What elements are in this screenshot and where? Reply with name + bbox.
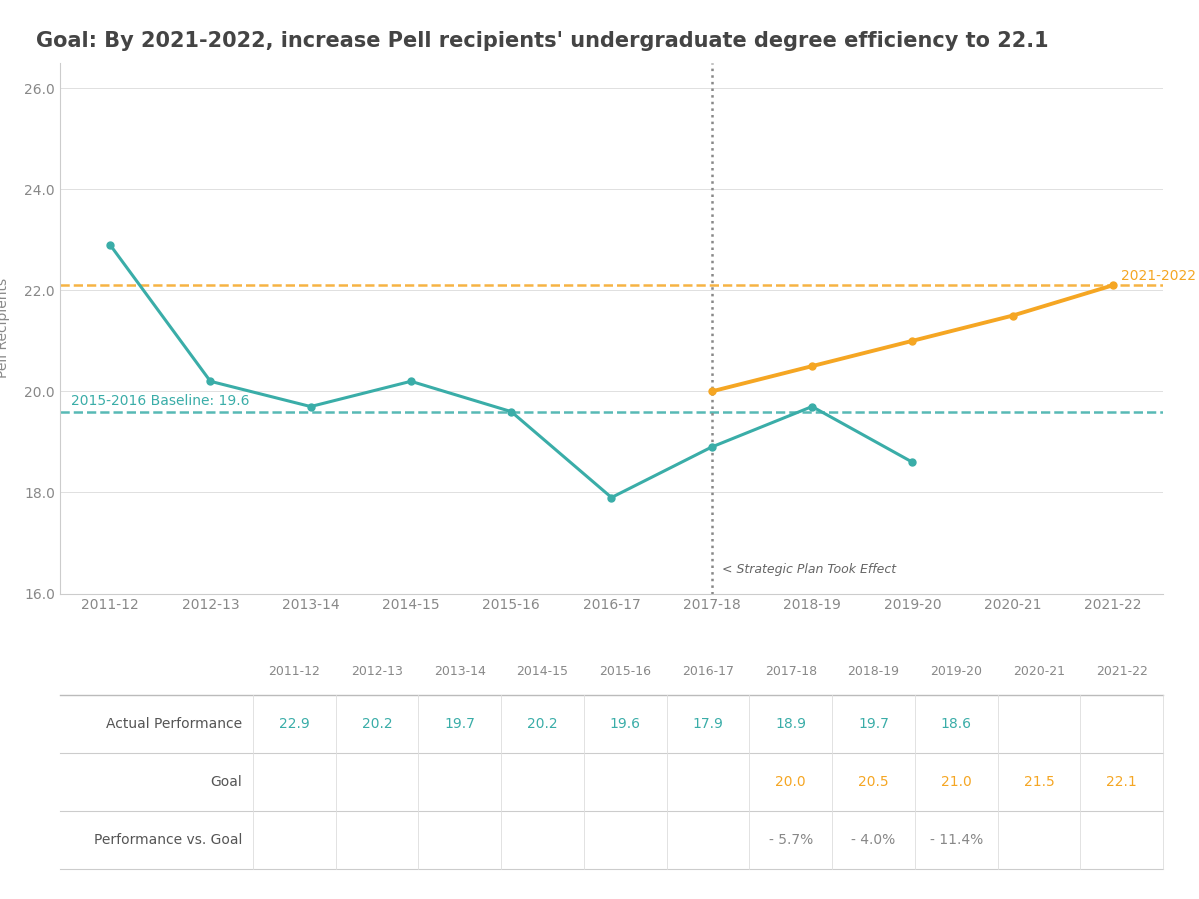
Text: 2017-18: 2017-18 — [765, 664, 817, 678]
Text: 18.9: 18.9 — [776, 717, 806, 731]
Text: < Strategic Plan Took Effect: < Strategic Plan Took Effect — [722, 563, 896, 576]
Text: Goal: By 2021-2022, increase Pell recipients' undergraduate degree efficiency to: Goal: By 2021-2022, increase Pell recipi… — [36, 31, 1049, 51]
Text: 2020-21: 2020-21 — [1013, 664, 1065, 678]
Text: 20.2: 20.2 — [362, 717, 392, 731]
Text: 22.1: 22.1 — [1107, 775, 1137, 789]
Text: 2021-2022 Goal: 22.1: 2021-2022 Goal: 22.1 — [1121, 269, 1199, 283]
Text: 19.7: 19.7 — [858, 717, 888, 731]
Text: 22.9: 22.9 — [279, 717, 309, 731]
Text: 20.5: 20.5 — [858, 775, 888, 789]
Text: 20.2: 20.2 — [528, 717, 558, 731]
Text: 2018-19: 2018-19 — [848, 664, 899, 678]
Text: 2016-17: 2016-17 — [682, 664, 734, 678]
Text: Goal: Goal — [210, 775, 242, 789]
Text: - 4.0%: - 4.0% — [851, 833, 896, 847]
Text: 21.0: 21.0 — [941, 775, 971, 789]
Text: 2011-12: 2011-12 — [269, 664, 320, 678]
Text: 2014-15: 2014-15 — [517, 664, 568, 678]
Text: 2019-20: 2019-20 — [930, 664, 982, 678]
Text: 17.9: 17.9 — [693, 717, 723, 731]
Text: 2013-14: 2013-14 — [434, 664, 486, 678]
Text: 2021-22: 2021-22 — [1096, 664, 1147, 678]
Y-axis label: Undergraduate
Degree Efficiency:
Pell Recipients: Undergraduate Degree Efficiency: Pell Re… — [0, 265, 11, 391]
Text: 19.6: 19.6 — [610, 717, 640, 731]
Text: - 11.4%: - 11.4% — [929, 833, 983, 847]
Text: 21.5: 21.5 — [1024, 775, 1054, 789]
Text: - 5.7%: - 5.7% — [769, 833, 813, 847]
Text: 19.7: 19.7 — [445, 717, 475, 731]
Text: 20.0: 20.0 — [776, 775, 806, 789]
Text: 2012-13: 2012-13 — [351, 664, 403, 678]
Text: 2015-2016 Baseline: 19.6: 2015-2016 Baseline: 19.6 — [71, 394, 249, 407]
Text: 2015-16: 2015-16 — [600, 664, 651, 678]
Text: Actual Performance: Actual Performance — [106, 717, 242, 731]
Text: Performance vs. Goal: Performance vs. Goal — [94, 833, 242, 847]
Text: 18.6: 18.6 — [941, 717, 971, 731]
